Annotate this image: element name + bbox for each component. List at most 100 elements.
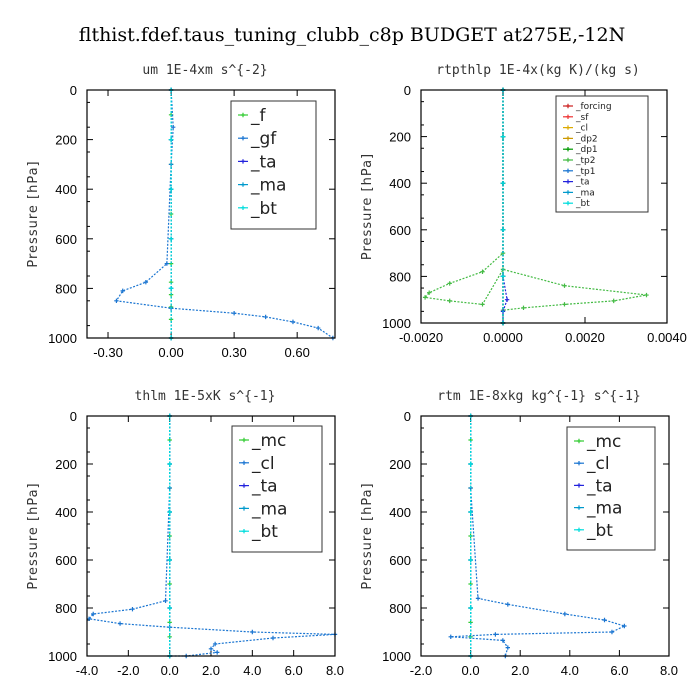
y-tick-label: 0	[70, 409, 77, 424]
y-tick-label: 600	[389, 223, 411, 238]
chart-panel-1: um 1E-4xm s^{-2} Pressure [hPa] 0 200 400 600…	[26, 63, 336, 360]
data-point	[208, 646, 214, 651]
y-tick-label: 600	[55, 232, 77, 247]
data-point	[505, 602, 510, 607]
panel-title: um 1E-4xm s^{-2}	[142, 63, 267, 78]
legend: _forcing_sf_cl_dp2_dp1_tp2_tp1_ta_ma_bt	[555, 95, 649, 213]
x-tick-label: 6.0	[610, 663, 628, 678]
figure-title: flthist.fdef.taus_tuning_clubb_c8p BUDGE…	[79, 24, 625, 46]
legend-entry: _bt	[586, 521, 613, 541]
legend-entry: _dp2	[575, 134, 598, 144]
y-axis-label: Pressure [hPa]	[360, 153, 375, 260]
data-point	[468, 461, 473, 467]
legend-marker	[565, 190, 571, 195]
data-point	[91, 611, 96, 617]
data-point	[480, 269, 485, 274]
y-tick-label: 1000	[48, 331, 77, 346]
x-tick-label: -2.0	[117, 663, 139, 678]
legend-marker	[240, 159, 246, 164]
series-bt	[168, 87, 174, 341]
y-tick-label: 400	[55, 182, 77, 197]
data-point	[500, 638, 506, 643]
legend-marker	[576, 483, 582, 488]
legend-entry: _mc	[586, 432, 621, 452]
data-point	[170, 125, 176, 130]
y-tick-label: 1000	[382, 649, 411, 664]
chart-panel-3: thlm 1E-5xK s^{-1} Pressure [hPa] 0 200 400 6…	[26, 389, 344, 678]
series-bt	[500, 87, 506, 326]
y-tick-label: 600	[55, 553, 77, 568]
y-axis-label: Pressure [hPa]	[360, 482, 375, 589]
y-tick-label: 0	[404, 409, 411, 424]
data-point	[609, 629, 615, 635]
data-point	[447, 281, 452, 286]
legend-marker	[240, 182, 246, 187]
series-line	[87, 416, 336, 657]
data-point	[505, 645, 510, 650]
x-tick-label: 2.0	[202, 663, 220, 678]
data-point	[163, 598, 168, 603]
legend-entry: _ta	[586, 476, 613, 496]
x-tick-label: -2.0	[410, 663, 432, 678]
chart-panel-4: rtm 1E-8xkg kg^{-1} s^{-1} Pressure [hPa]…	[360, 389, 678, 678]
y-tick-label: 400	[389, 176, 411, 191]
plot-frame	[86, 415, 336, 657]
legend-entry: _ma	[586, 499, 622, 519]
data-point	[290, 319, 296, 325]
plot-frame	[420, 89, 668, 324]
legend-entry: _dp1	[575, 145, 598, 155]
data-point	[427, 290, 432, 295]
legend-entry: _ma	[575, 188, 595, 198]
y-axis-label: Pressure [hPa]	[26, 160, 41, 267]
data-point	[212, 641, 218, 647]
legend-entry: _gf	[250, 129, 277, 149]
legend-entry: _bt	[575, 199, 590, 209]
data-point	[231, 311, 237, 316]
data-point	[168, 236, 174, 241]
y-tick-label: 800	[55, 281, 77, 296]
data-point	[521, 305, 526, 311]
x-tick-label: 4.0	[243, 663, 261, 678]
panel-title: rtm 1E-8xkg kg^{-1} s^{-1}	[437, 389, 641, 404]
legend-marker	[565, 114, 571, 119]
legend-marker	[576, 438, 582, 444]
y-tick-label: 200	[389, 130, 411, 145]
legend-marker	[241, 437, 247, 443]
panels: um 1E-4xm s^{-2} Pressure [hPa] 0 200 400 600…	[26, 63, 687, 678]
legend-marker	[565, 157, 571, 163]
legend-entry: _cl	[575, 124, 588, 134]
legend-marker	[565, 179, 571, 184]
data-point	[475, 596, 481, 601]
data-point	[500, 181, 506, 186]
legend-marker	[565, 125, 571, 130]
data-point	[117, 621, 123, 626]
legend-marker	[240, 112, 246, 118]
legend-entry: _ma	[251, 499, 287, 519]
y-tick-label: 200	[55, 133, 77, 148]
legend-marker	[240, 136, 246, 141]
data-point	[167, 605, 172, 611]
x-tick-label: 8.0	[660, 663, 678, 678]
legend-marker	[241, 483, 247, 488]
y-tick-label: 800	[389, 601, 411, 616]
y-tick-label: 800	[389, 269, 411, 284]
legend-entry: _cl	[586, 454, 610, 474]
data-point	[611, 298, 616, 304]
x-tick-label: 0.0000	[483, 330, 523, 345]
y-tick-label: 400	[389, 505, 411, 520]
data-point	[562, 611, 568, 617]
series-ta	[500, 87, 510, 326]
data-point	[164, 261, 170, 266]
x-tick-label: -0.30	[93, 345, 123, 360]
legend-marker	[241, 506, 247, 511]
legend-entry: _ta	[575, 178, 590, 188]
x-tick-label: 0.60	[285, 345, 310, 360]
legend-marker	[576, 461, 582, 466]
y-tick-label: 0	[70, 83, 77, 98]
data-point	[493, 632, 498, 637]
plot-frame	[86, 89, 336, 339]
panel-title: thlm 1E-5xK s^{-1}	[135, 389, 276, 404]
data-point	[602, 617, 607, 623]
y-tick-label: 800	[55, 601, 77, 616]
data-point	[562, 283, 567, 288]
